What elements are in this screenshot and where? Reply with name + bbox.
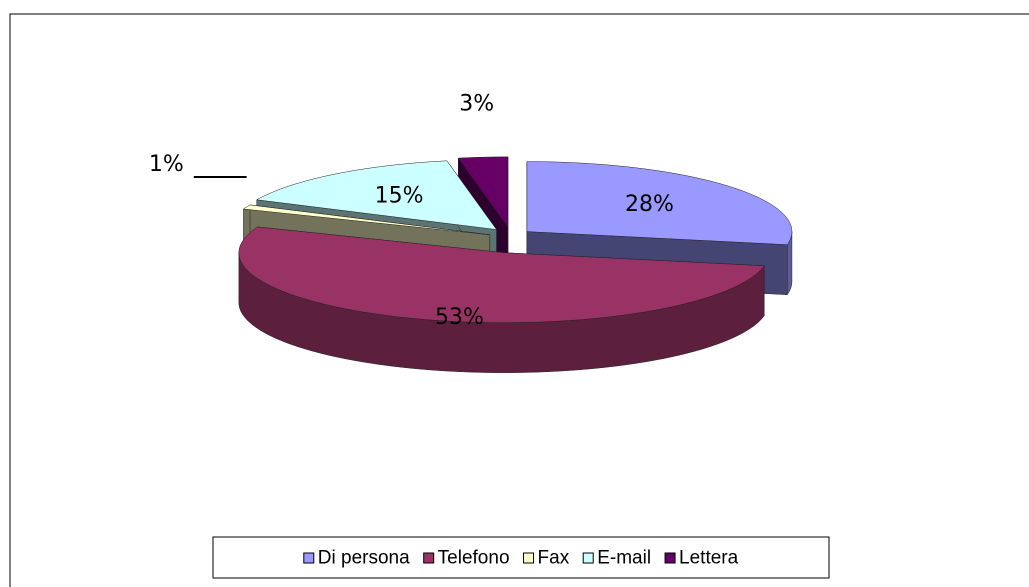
legend-swatch xyxy=(423,552,435,564)
data-label: 15% xyxy=(375,183,424,208)
legend-swatch xyxy=(664,552,676,564)
pie-slice xyxy=(526,161,793,245)
data-label: 53% xyxy=(435,305,484,330)
pie-slice xyxy=(457,156,509,228)
legend-label: Lettera xyxy=(679,548,739,569)
pie-slice xyxy=(242,204,490,236)
legend-box xyxy=(212,536,830,579)
pie-slice xyxy=(238,226,765,323)
slice-group xyxy=(238,226,765,373)
legend-label: E-mail xyxy=(597,548,651,569)
legend-swatch xyxy=(582,552,594,564)
legend-label: Fax xyxy=(538,548,570,569)
pie-slice xyxy=(255,160,498,230)
legend-swatch xyxy=(523,552,535,564)
data-label: 3% xyxy=(459,92,494,117)
legend-swatch xyxy=(303,552,315,564)
legend-label: Di persona xyxy=(318,548,410,569)
legend-label: Telefono xyxy=(438,548,510,569)
data-label: 28% xyxy=(625,192,674,217)
data-label: 1% xyxy=(149,152,184,177)
